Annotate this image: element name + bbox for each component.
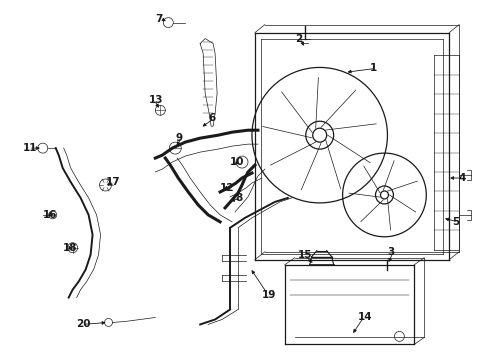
Text: 13: 13 [148,95,163,105]
Text: 9: 9 [175,133,182,143]
Text: 1: 1 [369,63,376,73]
Text: 16: 16 [42,210,57,220]
Text: 15: 15 [297,250,312,260]
Text: 7: 7 [155,14,163,24]
Text: 14: 14 [357,312,371,323]
Text: 18: 18 [62,243,77,253]
Text: 5: 5 [451,217,459,227]
Text: 8: 8 [235,193,242,203]
Text: 19: 19 [262,289,276,300]
Text: 6: 6 [208,113,215,123]
Text: 17: 17 [105,177,120,187]
Text: 10: 10 [229,157,244,167]
Text: 20: 20 [76,319,90,329]
Text: 11: 11 [23,143,37,153]
Text: 12: 12 [220,183,234,193]
Text: 3: 3 [386,247,394,257]
Text: 2: 2 [294,33,302,44]
Text: 4: 4 [457,173,465,183]
